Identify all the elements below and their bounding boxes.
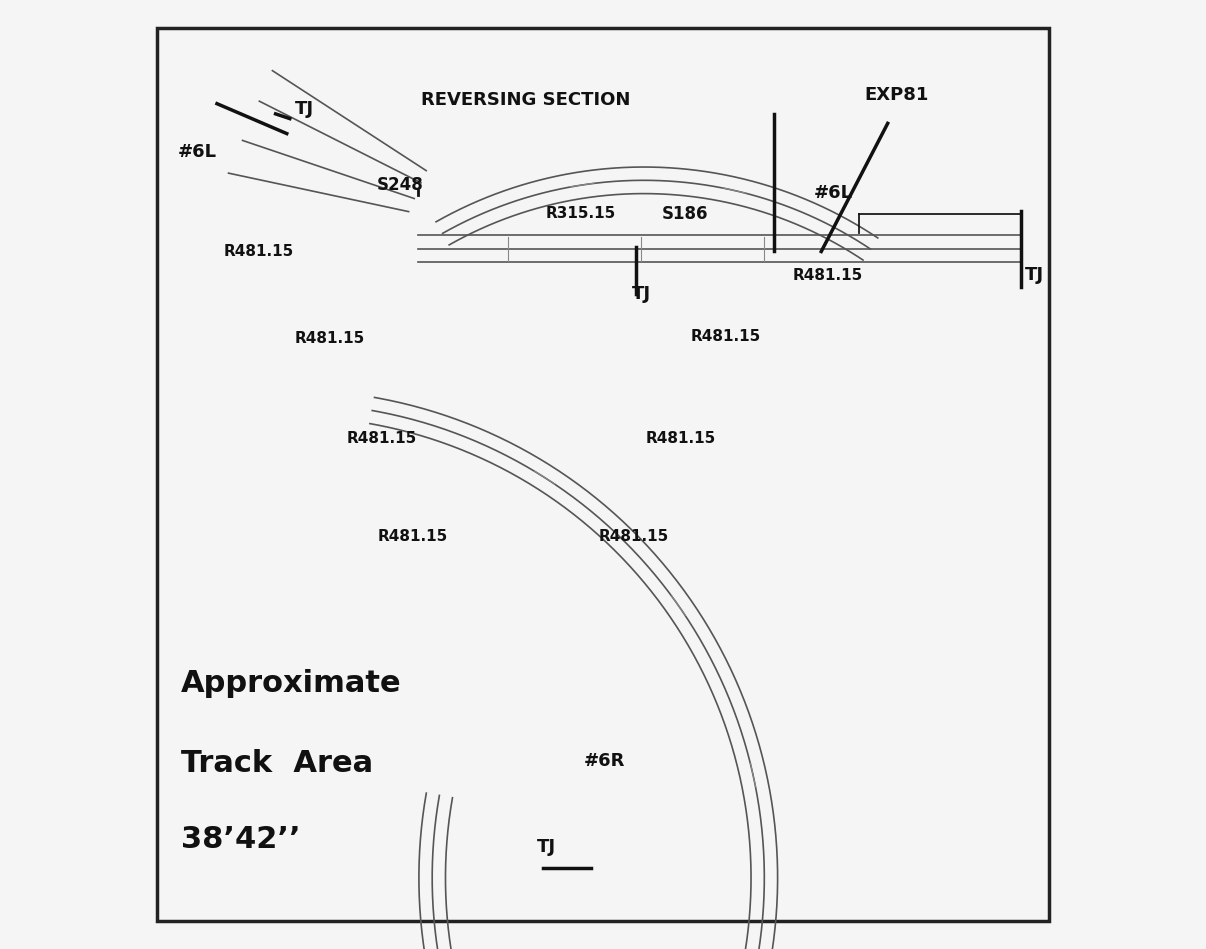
Text: S186: S186: [662, 205, 708, 222]
Text: #6R: #6R: [584, 753, 626, 770]
Text: R481.15: R481.15: [598, 529, 668, 544]
Text: R481.15: R481.15: [294, 331, 365, 346]
Text: TJ: TJ: [1025, 267, 1044, 284]
Text: R481.15: R481.15: [347, 431, 417, 446]
Text: REVERSING SECTION: REVERSING SECTION: [421, 91, 631, 108]
Text: TJ: TJ: [294, 101, 314, 118]
Text: R481.15: R481.15: [379, 529, 449, 544]
Text: R481.15: R481.15: [645, 431, 716, 446]
Text: 38’42’’: 38’42’’: [181, 826, 300, 854]
Text: R481.15: R481.15: [223, 244, 293, 259]
Text: Track  Area: Track Area: [181, 750, 373, 778]
Text: R481.15: R481.15: [690, 329, 761, 344]
Text: EXP81: EXP81: [863, 86, 929, 103]
Text: Approximate: Approximate: [181, 669, 402, 698]
Text: TJ: TJ: [537, 838, 556, 855]
Text: #6L: #6L: [177, 143, 217, 160]
Text: R481.15: R481.15: [792, 268, 863, 283]
Text: #6L: #6L: [814, 184, 853, 201]
Text: R315.15: R315.15: [546, 206, 616, 221]
Text: TJ: TJ: [632, 286, 650, 303]
Text: S248: S248: [377, 177, 423, 194]
